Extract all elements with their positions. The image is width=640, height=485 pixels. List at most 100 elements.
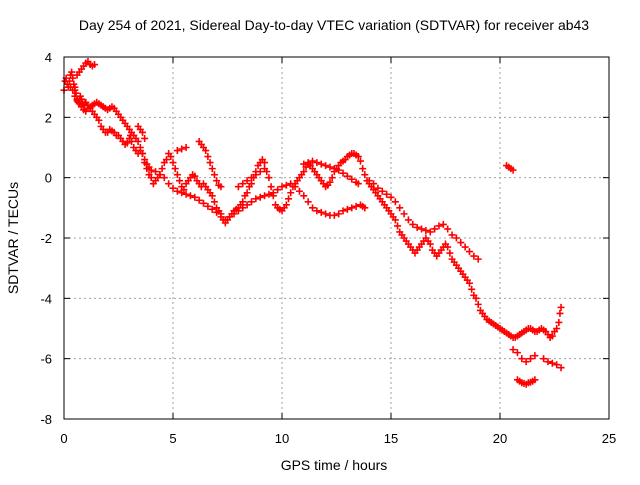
data-point-plus <box>361 204 369 212</box>
data-point-plus <box>328 174 336 182</box>
data-point-plus <box>202 147 210 155</box>
data-point-plus <box>391 198 399 206</box>
data-point-plus <box>527 355 535 363</box>
data-point-plus <box>335 210 343 218</box>
y-axis-ticks: -8 -6 -4 -2 0 2 4 <box>40 50 609 427</box>
data-point-plus <box>213 177 221 185</box>
data-point-plus <box>221 216 229 224</box>
x-axis-ticks: 0 5 10 15 20 25 <box>60 57 616 446</box>
data-point-plus <box>544 358 552 366</box>
data-point-plus <box>313 207 321 215</box>
data-point-plus <box>300 192 308 200</box>
data-point-plus <box>361 171 369 179</box>
data-point-plus <box>426 228 434 236</box>
data-point-plus <box>531 376 539 384</box>
y-tick-label: -4 <box>40 291 52 306</box>
data-point-plus <box>243 189 251 197</box>
data-point-plus <box>162 156 170 164</box>
data-point-plus <box>509 346 517 354</box>
data-point-plus <box>156 171 164 179</box>
data-point-plus <box>446 249 454 257</box>
data-point-plus <box>265 174 273 182</box>
data-point-plus <box>474 255 482 263</box>
data-point-plus <box>252 195 260 203</box>
data-point-plus <box>322 210 330 218</box>
x-tick-label: 15 <box>384 431 398 446</box>
data-point-plus <box>208 165 216 173</box>
data-point-plus <box>252 171 260 179</box>
data-point-plus <box>356 157 364 165</box>
data-point-plus <box>348 175 356 183</box>
data-point-plus <box>267 183 275 191</box>
x-tick-label: 10 <box>275 431 289 446</box>
data-point-plus <box>71 92 79 100</box>
data-point-plus <box>134 137 142 145</box>
data-point-plus <box>444 243 452 251</box>
data-point-plus <box>339 207 347 215</box>
series-track-secondary <box>67 83 369 224</box>
y-axis-label: SDTVAR / TECUs <box>5 182 21 294</box>
data-point-plus <box>285 195 293 203</box>
data-point-plus <box>208 205 216 213</box>
y-tick-label: -2 <box>40 231 52 246</box>
data-point-plus <box>313 159 321 167</box>
data-point-plus <box>269 189 277 197</box>
x-tick-label: 0 <box>60 431 67 446</box>
data-point-plus <box>204 153 212 161</box>
data-point-plus <box>330 165 338 173</box>
data-point-plus <box>191 172 199 180</box>
data-point-plus <box>141 134 149 142</box>
data-point-plus <box>167 153 175 161</box>
data-point-plus <box>261 159 269 167</box>
data-point-plus <box>431 225 439 233</box>
y-tick-label: -6 <box>40 352 52 367</box>
data-point-plus <box>317 208 325 216</box>
data-point-plus <box>391 216 399 224</box>
data-point-plus <box>152 168 160 176</box>
data-point-plus <box>147 166 155 174</box>
data-point-plus <box>195 196 203 204</box>
data-point-plus <box>461 243 469 251</box>
data-point-plus <box>365 177 373 185</box>
data-point-plus <box>278 183 286 191</box>
data-point-plus <box>141 156 149 164</box>
data-point-plus <box>256 193 264 201</box>
data-point-plus <box>409 220 417 228</box>
data-point-plus <box>69 74 77 82</box>
data-point-plus <box>265 190 273 198</box>
data-points <box>60 58 565 388</box>
data-point-plus <box>335 166 343 174</box>
data-point-plus <box>173 147 181 155</box>
data-point-plus <box>553 361 561 369</box>
data-point-plus <box>230 210 238 218</box>
data-point-plus <box>465 279 473 287</box>
data-point-plus <box>169 184 177 192</box>
data-point-plus <box>123 139 131 147</box>
series-track-loops <box>73 58 565 388</box>
data-point-plus <box>474 300 482 308</box>
x-axis-label: GPS time / hours <box>281 457 388 473</box>
data-point-plus <box>136 144 144 151</box>
data-point-plus <box>261 165 269 173</box>
data-point-plus <box>176 177 184 185</box>
data-point-plus <box>304 198 312 206</box>
y-tick-label: 0 <box>45 171 52 186</box>
data-point-plus <box>69 86 77 94</box>
data-point-plus <box>282 181 290 189</box>
data-point-plus <box>234 207 242 215</box>
data-point-plus <box>239 180 247 188</box>
y-tick-label: 4 <box>45 50 52 65</box>
data-point-plus <box>555 318 563 326</box>
data-point-plus <box>326 163 334 171</box>
data-point-plus <box>394 222 402 230</box>
data-point-plus <box>422 226 430 234</box>
data-point-plus <box>304 159 312 167</box>
data-point-plus <box>470 252 478 260</box>
data-point-plus <box>160 174 168 182</box>
data-point-plus <box>557 364 565 372</box>
data-point-plus <box>472 294 480 302</box>
data-point-plus <box>396 204 404 212</box>
data-point-plus <box>282 201 290 209</box>
data-point-plus <box>426 240 434 248</box>
